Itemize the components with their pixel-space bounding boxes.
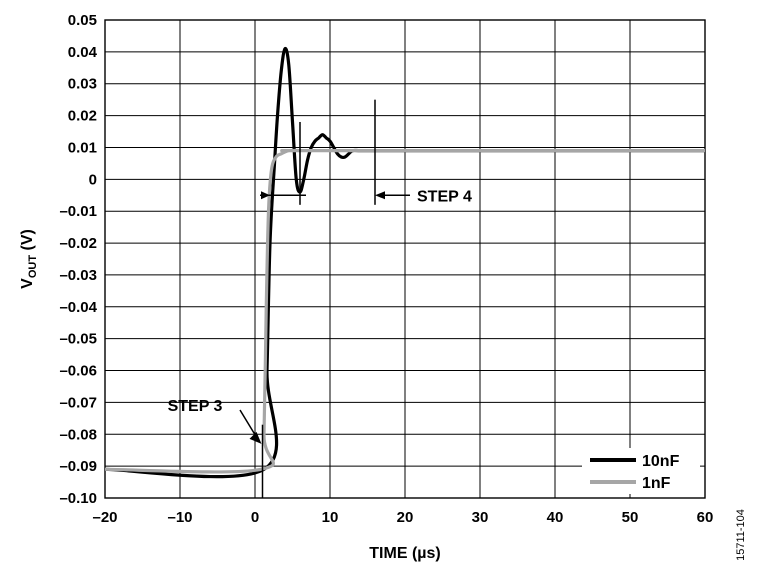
y-axis-label: VOUT (V)	[19, 229, 39, 289]
y-tick-labels: 0.05 0.04 0.03 0.02 0.01 0 –0.01 –0.02 –0.03 –0.0…	[59, 12, 97, 507]
legend: 10nF 1nF	[582, 448, 700, 494]
y-tick-label: 0.01	[68, 139, 97, 156]
step3-arrowhead	[249, 431, 262, 444]
x-tick-label: –20	[92, 509, 117, 526]
x-tick-label: 10	[322, 509, 339, 526]
series-line-1nF	[104, 148, 705, 474]
x-tick-labels: –20 –10 0 10 20 30 40 50 60	[92, 509, 713, 526]
y-tick-label: 0.03	[68, 76, 97, 93]
step3-label: STEP 3	[168, 398, 223, 415]
x-tick-label: 30	[472, 509, 489, 526]
x-tick-label: –10	[167, 509, 192, 526]
y-tick-label: –0.04	[59, 299, 97, 316]
y-tick-label: –0.06	[59, 363, 97, 380]
y-tick-label: 0.02	[68, 108, 97, 125]
plot-frame	[104, 19, 706, 499]
x-tick-label: 50	[622, 509, 639, 526]
legend-label-10nF: 10nF	[642, 453, 680, 470]
y-tick-label: –0.01	[59, 203, 97, 220]
y-axis-label-subscript: OUT	[27, 255, 39, 279]
step4-label: STEP 4	[417, 188, 472, 205]
y-axis-label-unit: (V)	[19, 229, 36, 255]
y-tick-label: –0.09	[59, 458, 97, 475]
step4-left-arrowhead	[261, 191, 270, 200]
legend-background	[582, 448, 700, 494]
legend-label-1nF: 1nF	[642, 475, 671, 492]
y-tick-label: –0.08	[59, 426, 97, 443]
grid-lines	[104, 19, 706, 499]
y-tick-label: 0.05	[68, 12, 97, 29]
y-axis-label-main: V	[19, 278, 36, 289]
y-tick-label: –0.03	[59, 267, 97, 284]
x-tick-label: 60	[697, 509, 714, 526]
x-tick-label: 40	[547, 509, 564, 526]
step4-right-arrowhead	[375, 191, 385, 200]
figure-id: 15711-104	[735, 509, 747, 561]
y-tick-label: –0.02	[59, 235, 97, 252]
series-lines	[104, 46, 705, 479]
y-tick-label: –0.07	[59, 394, 97, 411]
y-tick-label: –0.10	[59, 490, 97, 507]
x-tick-label: 0	[251, 509, 259, 526]
x-axis-label: TIME (µs)	[369, 545, 440, 562]
y-tick-label: –0.05	[59, 331, 97, 348]
annotations: STEP 3 STEP 4	[168, 99, 472, 498]
y-tick-label: 0.04	[68, 44, 98, 61]
x-tick-label: 20	[397, 509, 414, 526]
y-tick-label: 0	[89, 171, 97, 188]
